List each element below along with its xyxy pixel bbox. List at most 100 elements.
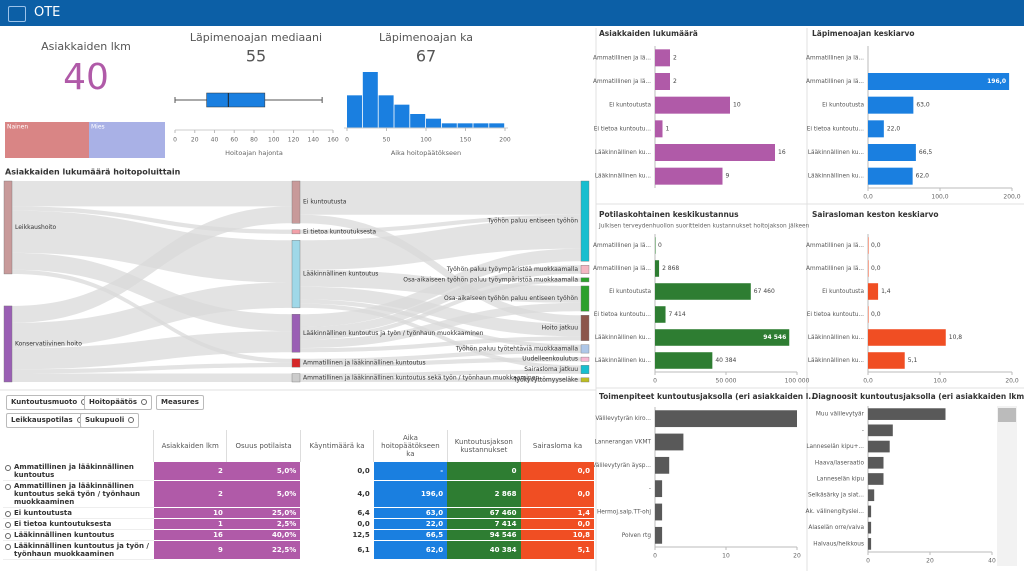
value-label: 66,5: [919, 149, 933, 156]
value-cell: 2,5%: [226, 518, 301, 530]
value-cell: 40,0%: [226, 529, 301, 541]
hist-bar: [441, 123, 457, 128]
y-tick-label: Ammatillinen ja lä...: [806, 266, 864, 272]
filter-button[interactable]: Hoitopäätös: [84, 395, 153, 410]
bar: [868, 456, 884, 469]
value-cell: 2: [153, 462, 227, 481]
sankey-link: [300, 336, 581, 353]
kpi-value: 40: [63, 57, 109, 98]
value-cell: 0: [447, 462, 521, 481]
hist-bar: [410, 114, 426, 128]
bar: [868, 352, 905, 369]
value-label: 0: [658, 242, 662, 249]
x-tick-label: 20,0: [1005, 378, 1019, 385]
hist-bar: [489, 123, 505, 128]
chart-title: Asiakkaiden lukumäärä: [599, 29, 698, 38]
x-tick-label: 80: [250, 137, 258, 144]
bar: [655, 167, 723, 185]
sankey-link: [12, 373, 292, 382]
sankey-node: [291, 358, 301, 368]
row-label: Ei kuntoutusta: [3, 507, 154, 519]
x-tick-label: 100: [268, 137, 280, 144]
sankey-node: [291, 229, 301, 235]
x-tick-label: 200: [499, 137, 511, 144]
value-cell: 2 868: [447, 480, 521, 508]
x-tick-label: 100 000: [785, 378, 810, 385]
value-cell: 40 384: [447, 540, 521, 560]
y-tick-label: Ammatillinen ja lä...: [806, 79, 864, 85]
bar: [655, 352, 713, 369]
sankey-label: Osa-aikaiseen työhön paluu entiseen työh…: [444, 295, 578, 302]
gender-segment: [5, 122, 89, 158]
y-tick-label: Lääkinnällinen ku...: [595, 358, 651, 364]
header-cell: Sairasloma ka: [520, 430, 594, 462]
x-tick-label: 0: [866, 558, 870, 565]
box: [206, 92, 266, 108]
value-label: 0,0: [871, 242, 881, 249]
table-row: Ammatillinen ja lääkinnällinen kuntoutus…: [3, 462, 594, 481]
table-row: Lääkinnällinen kuntoutus 16 40,0% 12,5 66,5 9…: [3, 529, 594, 541]
sankey-node: [580, 180, 590, 262]
value-cell: 16: [153, 529, 227, 541]
chart-title: Toimenpiteet kuntoutusjaksolla (eri asia…: [599, 392, 817, 401]
gender-label: Nainen: [7, 124, 28, 131]
box-title: Läpimenoajan mediaani: [190, 31, 322, 44]
filter-button[interactable]: Sukupuoli: [80, 413, 140, 428]
x-tick-label: 20: [793, 553, 801, 560]
y-tick-label: Ei tietoa kuntoutu...: [594, 126, 651, 132]
sankey-link: [12, 331, 292, 370]
bar: [868, 283, 879, 300]
y-tick-label: Ei kuntoutusta: [609, 103, 651, 109]
value-label: 40 384: [715, 357, 736, 364]
bar: [655, 329, 790, 346]
value-label: 2: [673, 54, 677, 61]
sankey-node: [291, 314, 301, 353]
bar: [868, 260, 869, 277]
bar: [655, 456, 670, 474]
bar: [868, 329, 946, 346]
sankey-node: [580, 285, 590, 312]
x-tick-label: 10,0: [933, 378, 947, 385]
hist-title: Läpimenoajan ka: [379, 31, 473, 44]
y-tick-label: Lanneselän kipu+...: [806, 444, 864, 450]
sankey-node: [3, 305, 13, 383]
y-tick-label: Lääkinnällinen ku...: [808, 335, 864, 341]
sankey-label: Lääkinnällinen kuntoutus ja työn / työnh…: [303, 330, 484, 337]
y-tick-label: Ammatillinen ja lä...: [593, 243, 651, 249]
measures-button[interactable]: Measures: [156, 395, 204, 410]
filter-button[interactable]: Kuntoutusmuoto: [6, 395, 93, 410]
value-label: 67 460: [754, 288, 775, 295]
value-label: 0,0: [871, 311, 881, 318]
value-label: 22,0: [887, 125, 901, 132]
header: OTE: [0, 0, 1024, 26]
value-label: 94 546: [763, 334, 786, 341]
gender-segment: [89, 122, 165, 158]
scrollbar[interactable]: [997, 406, 1017, 566]
y-tick-label: Ammatillinen ja lä...: [593, 55, 651, 61]
value-cell: 22,5%: [226, 540, 301, 560]
value-label: 2 868: [662, 265, 679, 272]
x-tick-label: 40: [988, 558, 996, 565]
x-tick-label: 0: [653, 553, 657, 560]
scroll-thumb[interactable]: [998, 408, 1016, 422]
sankey-label: Uudelleenkoulutus: [522, 356, 578, 363]
row-label: Ammatillinen ja lääkinnällinen kuntoutus: [3, 462, 154, 481]
sankey-label: Työhön paluu työtehtäviä muokkaamalla: [455, 345, 578, 352]
sankey-label: Työhön paluu työympäristöä muokkaamalla: [446, 266, 578, 273]
x-tick-label: 50: [383, 137, 391, 144]
y-tick-label: Ammatillinen ja lä...: [806, 243, 864, 249]
y-tick-label: Ei tietoa kuntoutu...: [807, 126, 864, 132]
hist-bar: [426, 118, 441, 128]
sankey-label: Ei tietoa kuntoutuksesta: [303, 228, 376, 235]
x-tick-label: 200,0: [1003, 194, 1020, 201]
sankey-link: [300, 214, 581, 234]
y-tick-label: Ammatillinen ja lä...: [593, 266, 651, 272]
x-tick-label: 40: [211, 137, 219, 144]
x-tick-label: 50 000: [716, 378, 737, 385]
y-tick-label: Lannerangan VKMT: [595, 440, 652, 446]
chart-subtitle: Julkisen terveydenhuollon suoritteiden k…: [598, 224, 810, 230]
bar: [868, 167, 913, 185]
value-label: 10,8: [949, 334, 963, 341]
filter-button[interactable]: Leikkauspotilas: [6, 413, 88, 428]
